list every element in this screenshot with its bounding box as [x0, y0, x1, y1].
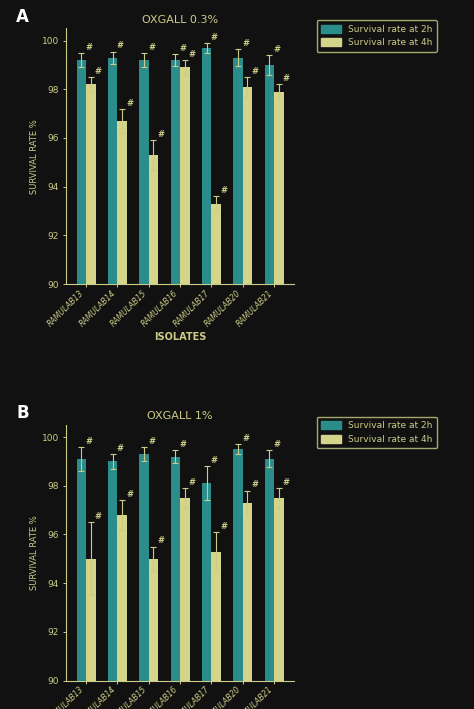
Bar — [77, 459, 86, 709]
Text: #: # — [211, 456, 218, 465]
Text: #: # — [220, 186, 227, 195]
Title: OXGALL 1%: OXGALL 1% — [147, 411, 213, 421]
Text: #: # — [283, 74, 290, 83]
Y-axis label: SURVIVAL RATE %: SURVIVAL RATE % — [30, 515, 39, 590]
Bar — [274, 91, 283, 709]
Bar — [233, 450, 243, 709]
Bar — [265, 459, 274, 709]
Text: #: # — [95, 67, 102, 76]
Text: A: A — [16, 8, 29, 26]
Text: #: # — [126, 99, 133, 108]
Bar — [243, 86, 252, 709]
Title: OXGALL 0.3%: OXGALL 0.3% — [142, 15, 218, 25]
Bar — [180, 67, 190, 709]
Bar — [118, 515, 127, 709]
Bar — [86, 84, 95, 709]
Bar — [233, 57, 243, 709]
Text: #: # — [252, 67, 259, 76]
Text: #: # — [189, 478, 196, 487]
Text: #: # — [273, 45, 281, 54]
Text: #: # — [117, 444, 124, 453]
Text: #: # — [242, 39, 249, 48]
Bar — [139, 454, 149, 709]
Bar — [149, 559, 158, 709]
Bar — [108, 462, 118, 709]
Text: #: # — [117, 41, 124, 50]
Text: #: # — [180, 440, 186, 450]
Text: #: # — [85, 437, 92, 445]
Legend: Survival rate at 2h, Survival rate at 4h: Survival rate at 2h, Survival rate at 4h — [317, 417, 437, 448]
Text: #: # — [148, 437, 155, 445]
Bar — [202, 48, 211, 709]
Text: #: # — [273, 440, 281, 450]
Text: B: B — [16, 404, 29, 423]
Text: #: # — [180, 44, 186, 52]
Text: #: # — [157, 130, 164, 139]
Legend: Survival rate at 2h, Survival rate at 4h: Survival rate at 2h, Survival rate at 4h — [317, 20, 437, 52]
Text: #: # — [242, 434, 249, 443]
Bar — [171, 60, 180, 709]
Bar — [77, 60, 86, 709]
Bar — [211, 552, 221, 709]
Bar — [118, 121, 127, 709]
Text: #: # — [252, 481, 259, 489]
Text: #: # — [211, 33, 218, 42]
Text: #: # — [157, 537, 164, 545]
Bar — [211, 203, 221, 709]
Bar — [202, 484, 211, 709]
X-axis label: ISOLATES: ISOLATES — [154, 333, 206, 342]
Text: #: # — [220, 522, 227, 531]
Bar — [274, 498, 283, 709]
Text: #: # — [95, 512, 102, 521]
Bar — [86, 559, 95, 709]
Text: #: # — [283, 478, 290, 487]
Bar — [171, 457, 180, 709]
Bar — [243, 503, 252, 709]
Text: #: # — [148, 43, 155, 52]
Text: #: # — [189, 50, 196, 59]
Bar — [149, 155, 158, 709]
Bar — [180, 498, 190, 709]
Bar — [265, 65, 274, 709]
Y-axis label: SURVIVAL RATE %: SURVIVAL RATE % — [30, 119, 39, 194]
Text: #: # — [126, 490, 133, 499]
Text: #: # — [85, 43, 92, 52]
Bar — [139, 60, 149, 709]
Bar — [108, 57, 118, 709]
